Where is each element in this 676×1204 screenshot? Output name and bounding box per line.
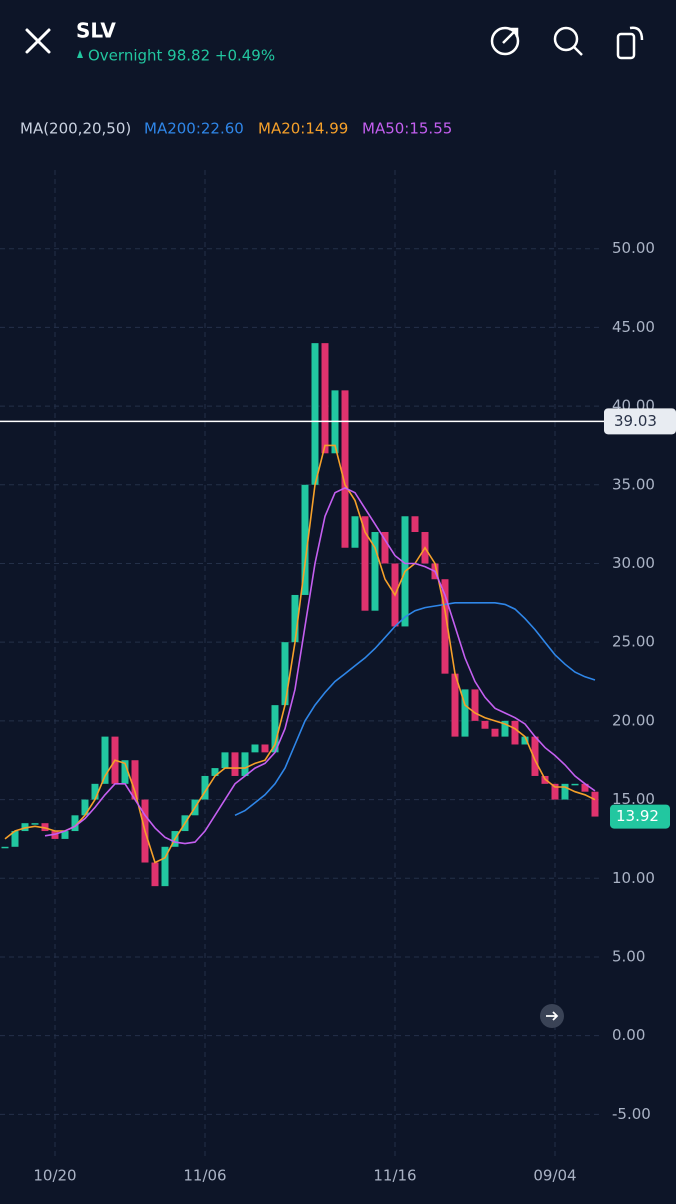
candle [151, 862, 159, 887]
candle [381, 532, 389, 564]
search-button[interactable] [553, 26, 583, 56]
candle [521, 736, 529, 745]
x-tick-label: 11/06 [183, 1167, 226, 1185]
candle [501, 720, 509, 737]
candle [561, 783, 569, 800]
legend-entry: MA200:22.60 [144, 120, 244, 138]
candle [161, 846, 169, 887]
ma-line [234, 602, 596, 817]
candle [351, 516, 359, 548]
candle [551, 783, 559, 800]
y-tick-label: 20.00 [612, 711, 655, 729]
x-tick-label: 09/04 [533, 1167, 576, 1185]
scroll-button[interactable] [540, 1004, 564, 1028]
price-line-box [604, 408, 676, 435]
candle [261, 744, 269, 753]
candle [211, 768, 219, 776]
y-tick-label: 5.00 [612, 947, 645, 965]
legend: MA(200,20,50) MA200:22.60 MA20:14.99 MA5… [20, 120, 452, 138]
ma-line [4, 444, 596, 864]
symbol: SLV [76, 19, 116, 43]
y-tick-label: 30.00 [612, 554, 655, 572]
y-tick-label: 45.00 [612, 318, 655, 336]
candle [581, 783, 589, 792]
close-button[interactable] [25, 28, 51, 54]
candle [81, 799, 89, 816]
candle [201, 775, 209, 800]
candle [121, 760, 129, 784]
y-tick-label: 10.00 [612, 869, 655, 887]
last-price-box [610, 804, 670, 829]
candle [71, 815, 79, 832]
candle [411, 516, 419, 533]
candle [101, 736, 109, 784]
candle [31, 823, 39, 825]
candle [301, 484, 309, 595]
candle [251, 744, 259, 753]
y-tick-label: 15.00 [612, 790, 655, 808]
candle [591, 791, 599, 817]
candle [311, 343, 319, 485]
candle [481, 720, 489, 729]
candle [361, 516, 369, 611]
rotate-button[interactable] [616, 26, 644, 60]
candle [61, 831, 69, 839]
x-tick-label: 10/20 [33, 1167, 76, 1185]
candle [461, 689, 469, 737]
candle [341, 390, 349, 548]
share-button[interactable] [490, 26, 520, 56]
candle [131, 760, 139, 800]
y-tick-label: 35.00 [612, 475, 655, 493]
candle [231, 752, 239, 776]
candle [241, 752, 249, 776]
candle [531, 736, 539, 776]
candle [91, 783, 99, 800]
candle [321, 343, 329, 454]
indicator-label: MA(200,20,50) [20, 120, 131, 138]
candle [281, 642, 289, 706]
quote-icon [77, 50, 83, 58]
overnight-quote: Overnight 98.82 +0.49% [88, 47, 275, 65]
candle [271, 705, 279, 753]
candle [371, 532, 379, 611]
y-tick-label: -5.00 [612, 1105, 651, 1123]
legend-entry: MA50:15.55 [362, 120, 452, 138]
plot: -5.00 0.00 5.00 10.00 15.00 20.00 25.00 30.00 35… [0, 170, 676, 1185]
candle [511, 720, 519, 745]
candle [291, 594, 299, 643]
y-tick-label: 0.00 [612, 1026, 645, 1044]
last-price-label: 13.92 [616, 807, 659, 825]
price-line-label: 39.03 [614, 412, 657, 430]
candle [571, 783, 579, 786]
candle [441, 579, 449, 674]
x-tick-label: 11/16 [373, 1167, 416, 1185]
y-tick-label: 25.00 [612, 633, 655, 651]
candle [1, 846, 9, 849]
candle [471, 689, 479, 721]
legend-entry: MA20:14.99 [258, 120, 348, 138]
y-tick-label: 50.00 [612, 239, 655, 257]
candle [221, 752, 229, 769]
ma-line [44, 487, 596, 845]
candle [11, 831, 19, 847]
candle [451, 673, 459, 737]
candle [491, 728, 499, 737]
